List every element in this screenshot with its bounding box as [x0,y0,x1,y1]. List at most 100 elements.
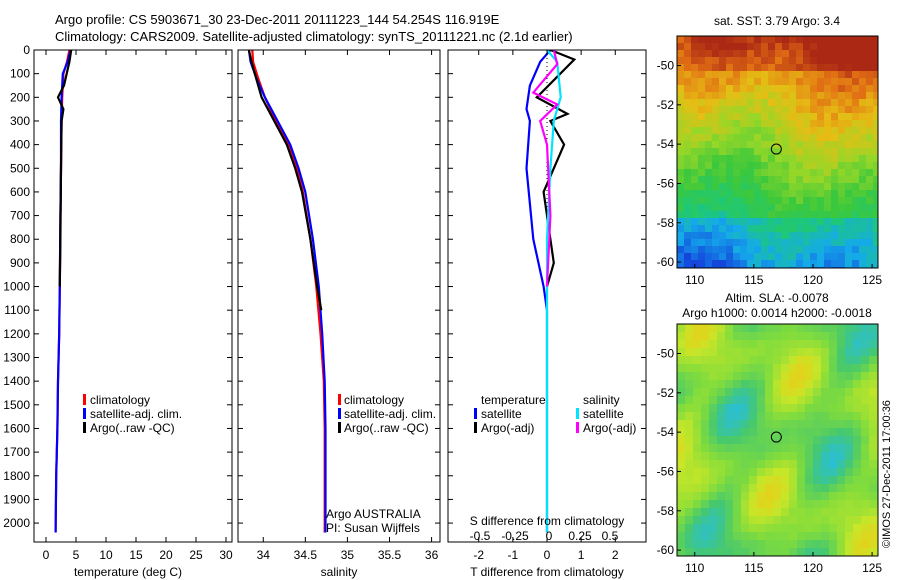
map-cell [837,460,846,469]
map-cell [757,412,766,421]
map-cell [873,197,878,205]
map-cell [684,232,692,240]
map-cell [693,412,702,421]
map-cell [852,253,860,261]
map-cell [768,71,776,79]
map-cell [698,190,706,198]
map-cell [845,113,853,121]
map-cell [698,134,706,142]
map-cell [845,127,853,135]
s-difference-label: S difference from climatology [470,514,625,528]
map-cell [747,71,755,79]
map-cell [698,204,706,212]
map-cell [691,197,699,205]
map-cell [677,324,686,333]
temperature-axes-frame [33,49,233,543]
map-cell [698,113,706,121]
map-cell [869,460,878,469]
map-cell [712,225,720,233]
map-cell [821,372,830,381]
map-cell [869,428,878,437]
map-cell [789,85,797,93]
map-cell [740,148,748,156]
lon-tick-label: 115 [744,273,763,287]
map-cell [853,436,862,445]
map-cell [698,71,706,79]
map-cell [837,524,846,533]
map-cell [754,43,762,51]
map-cell [685,492,694,501]
map-cell [782,106,790,114]
map-cell [698,225,706,233]
map-cell [817,141,825,149]
map-cell [677,225,685,233]
map-cell [817,218,825,226]
map-cell [773,516,782,525]
series-line-climatology [251,50,326,533]
map-cell [768,99,776,107]
map-cell [719,260,727,268]
map-cell [824,155,832,163]
map-cell [698,211,706,219]
map-cell [775,211,783,219]
map-cell [761,253,769,261]
map-cell [859,43,867,51]
map-cell [761,162,769,170]
map-cell [817,92,825,100]
map-cell [698,148,706,156]
map-cell [747,232,755,240]
map-cell [845,324,854,333]
map-cell [797,484,806,493]
map-cell [709,420,718,429]
map-cell [813,436,822,445]
map-cell [719,148,727,156]
sla-map-cells [677,324,878,556]
map-cell [768,190,776,198]
map-cell [733,64,741,72]
map-cell [797,492,806,501]
map-cell [709,460,718,469]
map-cell [684,239,692,247]
map-cell [693,508,702,517]
map-cell [861,404,870,413]
map-cell [803,211,811,219]
map-cell [789,134,797,142]
map-cell [859,134,867,142]
map-cell [698,162,706,170]
map-cell [754,120,762,128]
series-line-satellite-adj-clim- [54,50,72,533]
map-cell [805,524,814,533]
map-cell [733,524,742,533]
map-cell [741,396,750,405]
map-cell [691,239,699,247]
map-cell [685,500,694,509]
map-cell [740,239,748,247]
pi-label: PI: Susan Wijffels [326,521,420,535]
map-cell [803,50,811,58]
map-cell [749,372,758,381]
map-cell [803,225,811,233]
map-cell [733,508,742,517]
map-cell [712,204,720,212]
sst-map-title: sat. SST: 3.79 Argo: 3.4 [714,14,840,28]
map-cell [719,78,727,86]
salinity-xlabel: salinity [321,565,358,579]
depth-tick-label: 800 [10,232,30,246]
map-cell [838,239,846,247]
map-cell [796,155,804,163]
map-cell [733,99,741,107]
map-cell [838,134,846,142]
map-cell [796,78,804,86]
map-cell [725,404,734,413]
map-cell [726,225,734,233]
map-cell [691,246,699,254]
depth-tick-label: 1600 [3,421,30,435]
lat-tick-label: -58 [657,216,675,230]
map-cell [782,78,790,86]
map-cell [813,428,822,437]
map-cell [873,43,878,51]
map-cell [838,218,846,226]
map-cell [705,99,713,107]
map-cell [768,176,776,184]
map-cell [691,71,699,79]
